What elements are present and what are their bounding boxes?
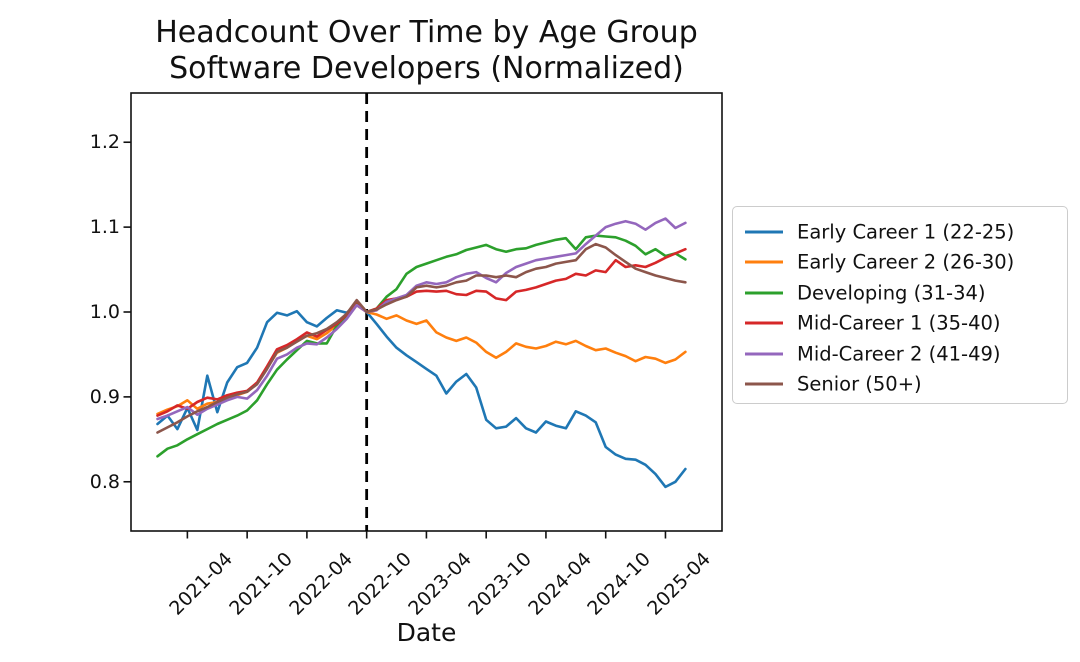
- series-line-early-career-1-22-25: [156, 303, 687, 489]
- legend-label: Developing (31-34): [797, 281, 986, 304]
- legend-item-developing-31-34: Developing (31-34): [733, 276, 1067, 309]
- y-tick-label: 0.9: [89, 385, 120, 408]
- legend-line-swatch-icon: [745, 382, 783, 386]
- y-tick-label: 0.8: [89, 470, 120, 493]
- legend-item-mid-career-2-41-49: Mid-Career 2 (41-49): [733, 337, 1067, 370]
- series-line-mid-career-2-41-49: [156, 217, 687, 421]
- legend-line-swatch-icon: [745, 291, 783, 294]
- legend-label: Senior (50+): [797, 372, 922, 396]
- legend-item-senior-50: Senior (50+): [733, 368, 1067, 401]
- series-line-developing-31-34: [156, 234, 687, 458]
- legend-label: Mid-Career 2 (41-49): [797, 342, 1001, 365]
- legend-label: Early Career 1 (22-25): [797, 220, 1015, 243]
- legend: Early Career 1 (22-25) Early Career 2 (26…: [732, 206, 1068, 404]
- series-line-senior-50: [156, 242, 687, 434]
- y-tick-label: 1.0: [89, 301, 120, 323]
- chart-title: Headcount Over Time by Age Group Softwar…: [155, 15, 698, 86]
- legend-line-swatch-icon: [745, 260, 783, 264]
- legend-item-mid-career-1-35-40: Mid-Career 1 (35-40): [733, 307, 1067, 340]
- x-axis-label: Date: [396, 618, 457, 647]
- series-line-mid-career-1-35-40: [156, 247, 687, 417]
- legend-item-early-career-1-22-25: Early Career 1 (22-25): [733, 215, 1067, 248]
- legend-label: Early Career 2 (26-30): [797, 250, 1015, 274]
- y-tick-label: 1.2: [89, 131, 120, 154]
- legend-line-swatch-icon: [745, 230, 783, 233]
- legend-label: Mid-Career 1 (35-40): [797, 311, 1001, 335]
- legend-line-swatch-icon: [745, 321, 783, 325]
- plot-frame: [130, 92, 723, 532]
- y-tick-label: 1.1: [89, 216, 120, 239]
- legend-line-swatch-icon: [745, 352, 783, 355]
- legend-item-early-career-2-26-30: Early Career 2 (26-30): [733, 246, 1067, 279]
